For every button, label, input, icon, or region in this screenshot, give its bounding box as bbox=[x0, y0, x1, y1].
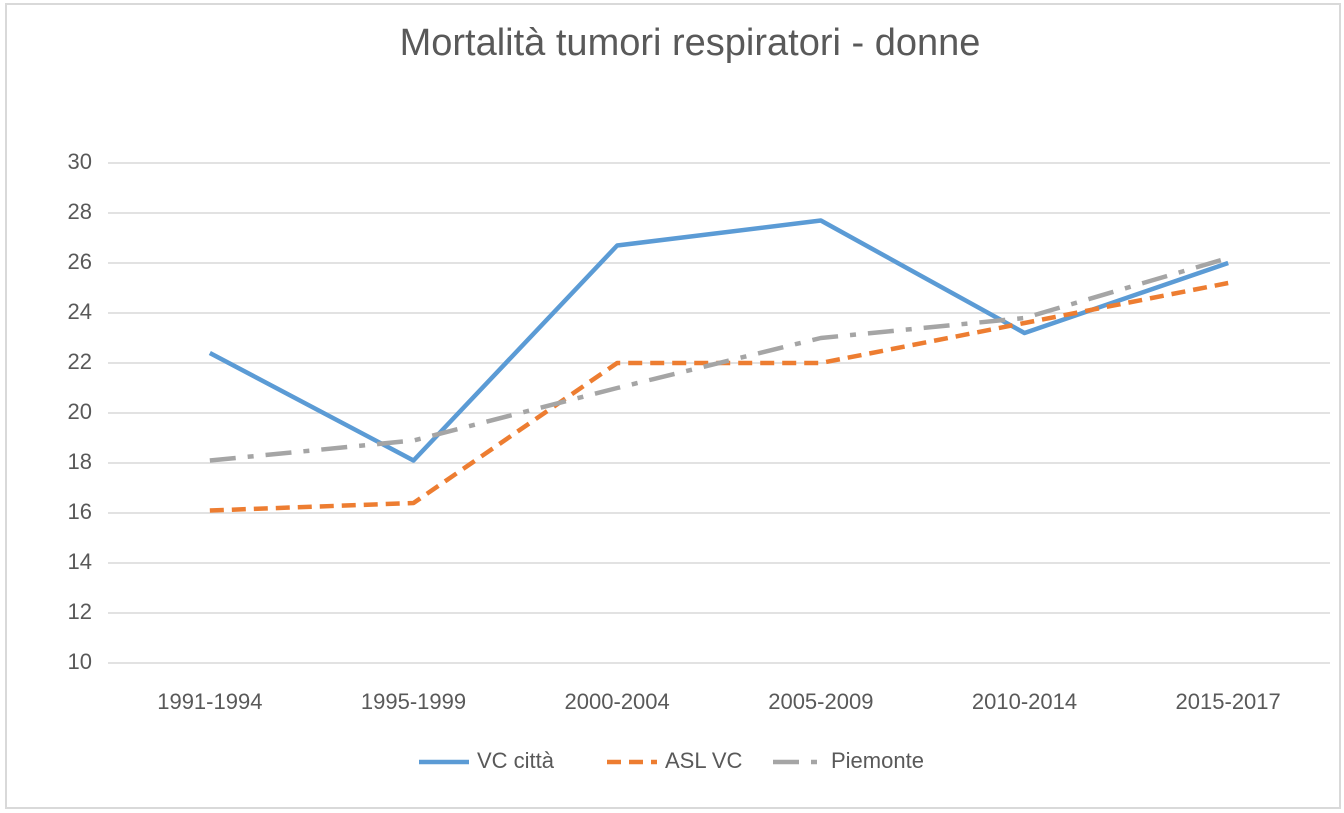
line-series bbox=[209, 255, 1229, 463]
y-tick-label: 20 bbox=[68, 399, 92, 424]
x-tick-label: 1991-1994 bbox=[157, 689, 262, 714]
y-tick-label: 14 bbox=[68, 549, 92, 574]
y-tick-label: 10 bbox=[68, 649, 92, 674]
legend-label: Piemonte bbox=[831, 748, 924, 773]
x-tick-label: 2015-2017 bbox=[1176, 689, 1281, 714]
y-tick-label: 12 bbox=[68, 599, 92, 624]
x-tick-label: 2000-2004 bbox=[565, 689, 670, 714]
y-tick-label: 22 bbox=[68, 349, 92, 374]
legend-label: VC città bbox=[477, 748, 555, 773]
legend-label: ASL VC bbox=[665, 748, 743, 773]
y-tick-label: 16 bbox=[68, 499, 92, 524]
chart-title: Mortalità tumori respiratori - donne bbox=[400, 22, 981, 64]
y-tick-label: 24 bbox=[68, 299, 92, 324]
x-tick-label: 2005-2009 bbox=[768, 689, 873, 714]
y-tick-label: 30 bbox=[68, 149, 92, 174]
y-tick-label: 18 bbox=[68, 449, 92, 474]
y-tick-label: 26 bbox=[68, 249, 92, 274]
y-tick-label: 28 bbox=[68, 199, 92, 224]
chart-border bbox=[5, 3, 1341, 809]
x-tick-label: 2010-2014 bbox=[972, 689, 1077, 714]
x-tick-label: 1995-1999 bbox=[361, 689, 466, 714]
